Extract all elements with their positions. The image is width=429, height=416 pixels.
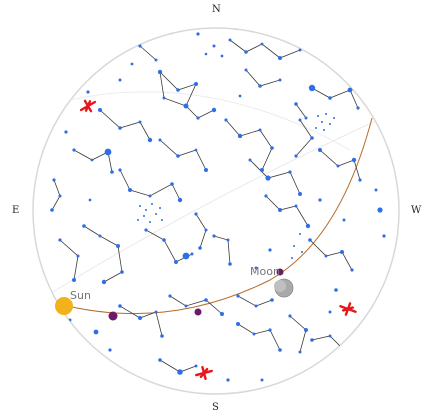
airplane-icon[interactable] <box>195 365 214 381</box>
airplane-icon[interactable] <box>338 301 357 318</box>
star-field <box>50 28 386 388</box>
star-cluster <box>137 113 335 259</box>
moon-shade <box>274 280 286 292</box>
planet-icon[interactable] <box>108 311 118 321</box>
sun-icon[interactable] <box>55 297 73 315</box>
horizon-circle <box>32 27 400 395</box>
compass-east: E <box>12 205 20 216</box>
compass-south: S <box>212 402 219 413</box>
declination-arc <box>69 91 351 151</box>
airplane-icon[interactable] <box>78 97 98 115</box>
planet-icon[interactable] <box>276 268 284 276</box>
celestial-equator <box>39 109 399 301</box>
planet-icon[interactable] <box>194 308 202 316</box>
sun-label: Sun <box>70 289 91 302</box>
compass-west: W <box>411 205 422 216</box>
compass-north: N <box>212 4 221 15</box>
moon-label: Moon <box>250 265 280 278</box>
